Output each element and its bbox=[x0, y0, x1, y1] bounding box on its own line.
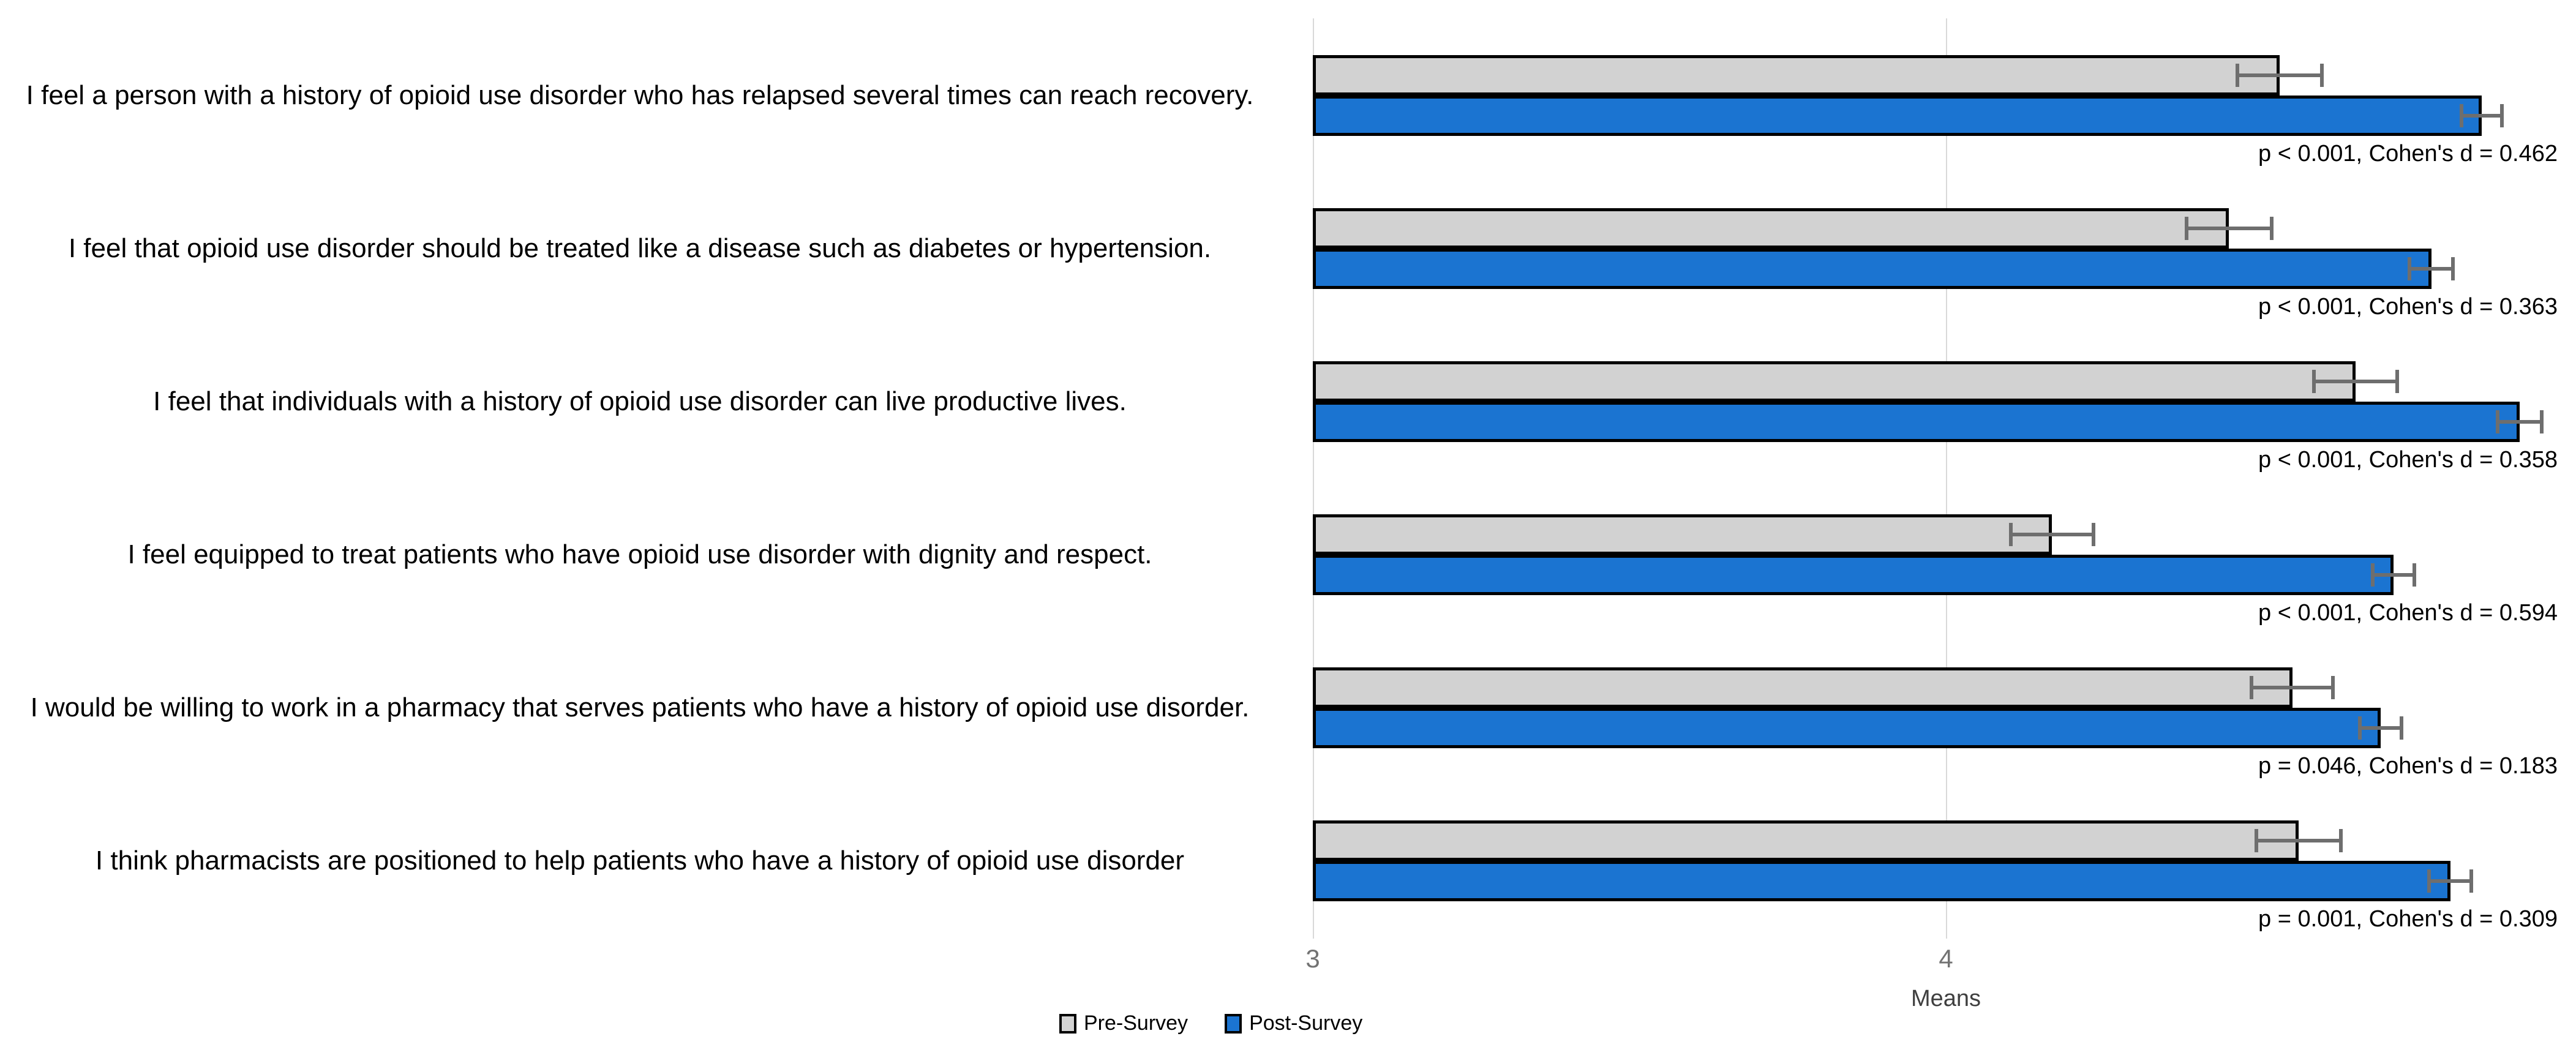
pre-survey-error-bar bbox=[2311, 370, 2400, 393]
legend-item-post-survey: Post-Survey bbox=[1225, 1011, 1362, 1035]
chart-row: I would be willing to work in a pharmacy… bbox=[0, 631, 2576, 784]
chart-row: I feel a person with a history of opioid… bbox=[0, 18, 2576, 171]
pre-survey-error-bar bbox=[2250, 676, 2335, 699]
chart-row: I think pharmacists are positioned to he… bbox=[0, 784, 2576, 937]
post-survey-bar bbox=[1313, 96, 2482, 136]
pre-survey-bar bbox=[1313, 208, 2229, 249]
category-label: I feel that individuals with a history o… bbox=[153, 386, 1127, 416]
pre-survey-swatch-icon bbox=[1059, 1013, 1076, 1034]
pre-survey-bar bbox=[1313, 55, 2280, 96]
post-survey-bar bbox=[1313, 555, 2394, 595]
legend-item-pre-survey: Pre-Survey bbox=[1059, 1011, 1188, 1035]
pre-survey-bar bbox=[1313, 361, 2356, 402]
chart-rows: I feel a person with a history of opioid… bbox=[0, 18, 2576, 937]
x-tick-4: 4 bbox=[1939, 944, 1953, 973]
pre-survey-bar bbox=[1313, 667, 2292, 708]
post-survey-error-bar bbox=[2408, 257, 2455, 280]
post-survey-bar bbox=[1313, 861, 2450, 901]
post-survey-error-bar bbox=[2427, 869, 2474, 893]
post-survey-error-bar bbox=[2495, 410, 2544, 433]
post-survey-legend-label: Post-Survey bbox=[1249, 1011, 1363, 1035]
pre-survey-legend-label: Pre-Survey bbox=[1084, 1011, 1188, 1035]
post-survey-bar bbox=[1313, 402, 2520, 442]
pre-survey-error-bar bbox=[2009, 523, 2095, 546]
post-survey-bar bbox=[1313, 249, 2431, 289]
pre-survey-error-bar bbox=[2235, 64, 2324, 87]
category-label: I think pharmacists are positioned to he… bbox=[95, 845, 1185, 876]
post-survey-error-bar bbox=[2357, 716, 2404, 740]
pre-survey-error-bar bbox=[2254, 829, 2343, 852]
stats-annotation: p < 0.001, Cohen's d = 0.363 bbox=[2258, 294, 2558, 320]
category-label: I would be willing to work in a pharmacy… bbox=[30, 692, 1250, 722]
stats-annotation: p < 0.001, Cohen's d = 0.594 bbox=[2258, 600, 2558, 626]
pre-survey-bar bbox=[1313, 820, 2299, 861]
stats-annotation: p < 0.001, Cohen's d = 0.358 bbox=[2258, 447, 2558, 473]
stats-annotation: p = 0.001, Cohen's d = 0.309 bbox=[2258, 906, 2558, 932]
stats-annotation: p = 0.046, Cohen's d = 0.183 bbox=[2258, 753, 2558, 779]
category-label: I feel a person with a history of opioid… bbox=[26, 80, 1254, 110]
post-survey-error-bar bbox=[2460, 104, 2504, 127]
category-label: I feel equipped to treat patients who ha… bbox=[127, 539, 1152, 569]
stats-annotation: p < 0.001, Cohen's d = 0.462 bbox=[2258, 141, 2558, 167]
x-axis-title: Means bbox=[1910, 986, 1981, 1011]
gridline-value-4 bbox=[1946, 18, 1947, 939]
x-tick-3: 3 bbox=[1305, 944, 1320, 973]
chart-row: I feel that opioid use disorder should b… bbox=[0, 171, 2576, 325]
gridline-value-3 bbox=[1313, 18, 1314, 939]
post-survey-bar bbox=[1313, 708, 2381, 748]
post-survey-swatch-icon bbox=[1225, 1013, 1242, 1034]
legend: Pre-Survey Post-Survey bbox=[1059, 1011, 1362, 1035]
category-label: I feel that opioid use disorder should b… bbox=[68, 233, 1212, 263]
pre-survey-bar bbox=[1313, 514, 2052, 555]
post-survey-error-bar bbox=[2370, 563, 2417, 587]
chart-row: I feel that individuals with a history o… bbox=[0, 325, 2576, 478]
pre-survey-error-bar bbox=[2185, 217, 2274, 240]
chart-row: I feel equipped to treat patients who ha… bbox=[0, 478, 2576, 631]
